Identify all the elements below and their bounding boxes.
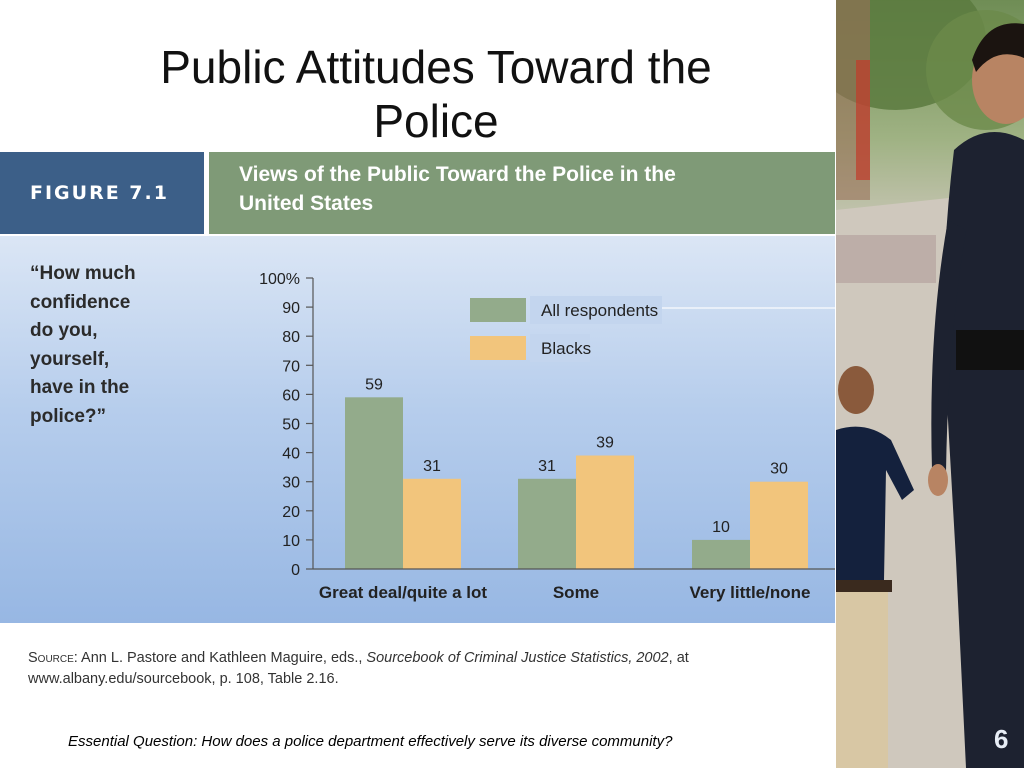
question-line: yourself, — [30, 348, 110, 370]
x-category-label: Great deal/quite a lot — [319, 583, 487, 602]
y-tick-label: 30 — [282, 475, 300, 492]
source-prefix: Source — [28, 650, 74, 666]
figure-title-line-2: United States — [239, 192, 374, 215]
page-number: 6 — [994, 724, 1009, 754]
figure-label: FIGURE 7.1 — [0, 152, 204, 234]
y-tick-label: 100% — [259, 271, 300, 288]
x-category-label: Very little/none — [690, 583, 811, 602]
y-tick-label: 80 — [282, 329, 300, 346]
y-tick-label: 60 — [282, 387, 300, 404]
x-category-label: Some — [553, 583, 599, 602]
survey-question: “How much confidence do you, yourself, h… — [30, 260, 170, 431]
bar-chart: 100% 90 80 70 60 50 40 30 20 10 0 All respondents Bl… — [259, 271, 835, 602]
bar-value-label: 10 — [712, 519, 730, 536]
question-line: have in the — [30, 377, 130, 398]
y-tick-label: 20 — [282, 504, 300, 521]
figure-title: Views of the Public Toward the Police in… — [209, 152, 835, 234]
bar-value-label: 31 — [423, 458, 441, 475]
bar-all-respondents — [692, 539, 750, 569]
question-line: confidence — [30, 291, 131, 313]
source-tail: , at — [668, 650, 689, 666]
legend-label-all-respondents: All respondents — [541, 301, 658, 320]
source-line-1: Source: Ann L. Pastore and Kathleen Magu… — [28, 648, 748, 669]
bar-value-label: 39 — [596, 435, 614, 452]
legend-swatch-blacks — [470, 336, 526, 360]
question-line: “How much — [30, 263, 136, 284]
y-tick-label: 90 — [282, 300, 300, 317]
legend-label-bg — [530, 296, 662, 324]
figure-title-line-1: Views of the Public Toward the Police in… — [239, 163, 676, 186]
legend-swatch-all-respondents — [470, 298, 526, 322]
bar-value-label: 59 — [365, 376, 383, 393]
source-citation: Source: Ann L. Pastore and Kathleen Magu… — [28, 648, 748, 690]
source-line-2: www.albany.edu/sourcebook, p. 108, Table… — [28, 671, 339, 687]
slide-title: Public Attitudes Toward the Police — [0, 40, 872, 148]
y-tick-label: 50 — [282, 417, 300, 434]
y-tick-label: 70 — [282, 358, 300, 375]
legend-label-bg — [530, 334, 590, 362]
y-tick-label: 0 — [291, 562, 300, 579]
legend-label-blacks: Blacks — [541, 339, 591, 358]
bar-value-label: 30 — [770, 461, 788, 478]
y-tick-label: 40 — [282, 446, 300, 463]
bar-blacks — [750, 481, 808, 569]
chart-panel: “How much confidence do you, yourself, h… — [0, 236, 835, 623]
bar-blacks — [576, 455, 634, 569]
question-line: do you, — [30, 320, 98, 341]
bar-blacks — [403, 478, 461, 569]
source-book: Sourcebook of Criminal Justice Statistic… — [366, 650, 669, 666]
figure-header: FIGURE 7.1 Views of the Public Toward th… — [0, 152, 835, 234]
essential-question: Essential Question: How does a police de… — [68, 733, 673, 750]
y-tick-label: 10 — [282, 533, 300, 550]
slide-title-line-2: Police — [373, 95, 499, 147]
photo-illustration — [836, 0, 1024, 768]
bar-value-label: 31 — [538, 458, 556, 475]
question-line: police?” — [30, 405, 107, 427]
bar-all-respondents — [345, 397, 403, 569]
slide-title-line-1: Public Attitudes Toward the — [160, 41, 712, 93]
police-officer-with-child-photo — [836, 0, 1024, 768]
bar-all-respondents — [518, 478, 576, 569]
source-authors: : Ann L. Pastore and Kathleen Maguire, e… — [73, 650, 367, 666]
